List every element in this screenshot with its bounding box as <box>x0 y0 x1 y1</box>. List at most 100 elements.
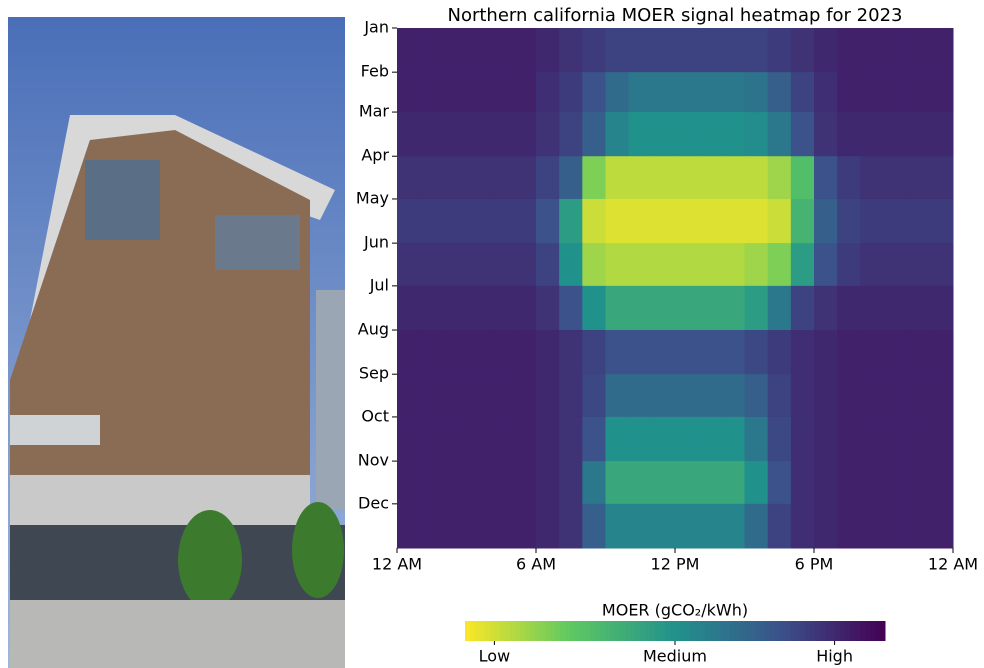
heat-cell <box>467 374 491 417</box>
heat-cell <box>860 156 884 199</box>
heat-cell <box>652 112 676 157</box>
colorbar-segment <box>535 621 541 641</box>
heat-cell <box>606 286 630 331</box>
heat-cell <box>652 286 676 331</box>
heat-cell <box>860 417 884 462</box>
x-tick-label: 12 AM <box>928 555 978 574</box>
heat-cell <box>582 286 606 331</box>
heat-cell <box>397 374 421 417</box>
y-tick-label: Apr <box>361 146 389 165</box>
heat-cell <box>559 199 583 244</box>
heat-cell <box>536 243 560 286</box>
heat-cell <box>860 112 884 157</box>
colorbar-segment <box>555 621 561 641</box>
colorbar-segment <box>485 621 491 641</box>
heat-cell <box>629 504 653 549</box>
heat-cell <box>536 461 560 504</box>
heat-cell <box>536 199 560 244</box>
heat-cell <box>698 504 722 549</box>
heat-cell <box>652 374 676 417</box>
colorbar-segment <box>850 621 856 641</box>
heat-cell <box>582 504 606 549</box>
y-tick-label: Oct <box>361 406 389 425</box>
heat-cell <box>814 330 838 375</box>
page: {"chart_data": {"type": "heatmap", "titl… <box>0 0 984 668</box>
x-tick-label: 6 PM <box>795 555 834 574</box>
chart-title: Northern california MOER signal heatmap … <box>448 5 903 26</box>
heat-cell <box>397 243 421 286</box>
heat-cell <box>745 286 769 331</box>
heat-cell <box>443 374 467 417</box>
heat-cell <box>791 330 815 375</box>
heat-cell <box>698 330 722 375</box>
heat-cell <box>907 374 931 417</box>
heat-cell <box>443 417 467 462</box>
heat-cell <box>860 28 884 73</box>
heat-cell <box>675 374 699 417</box>
heat-cell <box>606 156 630 199</box>
heat-cell <box>559 112 583 157</box>
heat-cell <box>745 156 769 199</box>
heat-cell <box>907 28 931 73</box>
heat-cell <box>907 243 931 286</box>
colorbar-segment <box>795 621 801 641</box>
colorbar-segment <box>525 621 531 641</box>
heat-cell <box>490 417 514 462</box>
colorbar-segment <box>870 621 876 641</box>
heat-cell <box>582 28 606 73</box>
heat-cell <box>721 156 745 199</box>
heat-cell <box>397 199 421 244</box>
heat-cell <box>513 374 537 417</box>
colorbar-segment <box>825 621 831 641</box>
colorbar-segment <box>570 621 576 641</box>
heat-cell <box>490 286 514 331</box>
heat-cell <box>582 330 606 375</box>
heat-cell <box>467 156 491 199</box>
heat-cell <box>791 504 815 549</box>
colorbar-segment <box>805 621 811 641</box>
chart: Northern california MOER signal heatmap … <box>0 0 984 668</box>
y-tick-label: Feb <box>361 62 389 81</box>
heat-cell <box>559 330 583 375</box>
colorbar-label: MOER (gCO₂/kWh) <box>602 601 748 620</box>
heat-cell <box>884 461 908 504</box>
heat-cell <box>768 199 792 244</box>
heat-cell <box>420 504 444 549</box>
heat-cell <box>582 199 606 244</box>
heat-cell <box>930 417 954 462</box>
heat-cell <box>930 199 954 244</box>
heat-cell <box>629 156 653 199</box>
heat-cell <box>907 156 931 199</box>
heat-cell <box>652 156 676 199</box>
colorbar-segment <box>595 621 601 641</box>
heat-cell <box>513 28 537 73</box>
heat-cell <box>930 28 954 73</box>
heat-cell <box>814 461 838 504</box>
heat-cell <box>860 504 884 549</box>
heat-cell <box>513 156 537 199</box>
heat-cell <box>860 374 884 417</box>
colorbar-segment <box>645 621 651 641</box>
heat-cell <box>721 72 745 112</box>
colorbar-segment <box>730 621 736 641</box>
heat-cell <box>698 374 722 417</box>
colorbar-segment <box>590 621 596 641</box>
heat-cell <box>443 461 467 504</box>
heat-cell <box>536 286 560 331</box>
colorbar-segment <box>475 621 481 641</box>
heat-cell <box>606 374 630 417</box>
colorbar-segment <box>820 621 826 641</box>
heat-cell <box>513 330 537 375</box>
colorbar-segment <box>705 621 711 641</box>
heat-cell <box>467 461 491 504</box>
heat-cell <box>490 199 514 244</box>
colorbar-segment <box>585 621 591 641</box>
heat-cell <box>397 156 421 199</box>
heat-cell <box>930 374 954 417</box>
heat-cell <box>652 199 676 244</box>
heat-cell <box>606 112 630 157</box>
y-tick-label: Nov <box>358 451 389 470</box>
y-tick-label: Jun <box>363 233 389 252</box>
colorbar-segment <box>665 621 671 641</box>
heat-cell <box>791 72 815 112</box>
